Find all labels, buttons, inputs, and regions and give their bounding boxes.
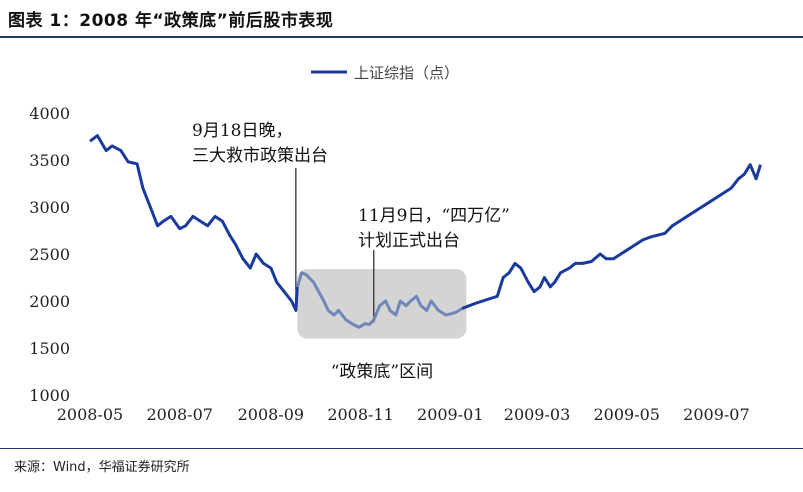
x-tick-label: 2009-03 [504, 405, 570, 424]
annotation-text: 9月18日晚， [192, 121, 292, 141]
annotation-text: 计划正式出台 [358, 231, 460, 251]
y-tick-label: 4000 [29, 104, 70, 123]
legend: 上证综指（点） [311, 64, 459, 82]
legend-label: 上证综指（点） [354, 64, 459, 82]
line-chart: 上证综指（点） “政策底”区间 9月18日晚， 三大救市政策出台 11月9日，“四万… [0, 0, 803, 445]
source-divider [0, 448, 803, 449]
annotation-text: 11月9日，“四万亿” [358, 206, 510, 226]
x-tick-label: 2009-01 [417, 405, 483, 424]
x-tick-label: 2009-05 [593, 405, 659, 424]
y-tick-label: 1500 [29, 339, 70, 358]
series-line-post-policy [462, 165, 761, 309]
y-tick-label: 2500 [29, 245, 70, 264]
y-tick-label: 3000 [29, 198, 70, 217]
x-tick-label: 2008-07 [146, 405, 212, 424]
x-tick-label: 2008-05 [57, 405, 123, 424]
policy-bottom-region-label: “政策底”区间 [331, 362, 433, 382]
y-tick-label: 3500 [29, 151, 70, 170]
x-tick-label: 2009-07 [683, 405, 749, 424]
x-tick-label: 2008-09 [238, 405, 304, 424]
source-note: 来源：Wind，华福证券研究所 [14, 456, 190, 475]
y-tick-label: 2000 [29, 292, 70, 311]
y-tick-label: 1000 [29, 386, 70, 405]
x-tick-label: 2008-11 [327, 405, 393, 424]
annotation-text: 三大救市政策出台 [192, 146, 328, 166]
